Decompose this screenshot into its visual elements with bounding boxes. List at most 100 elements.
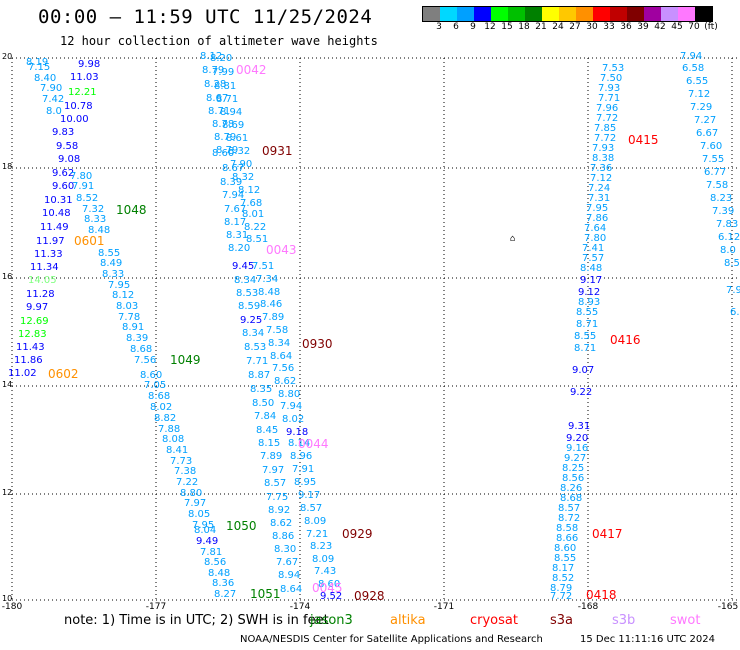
wave-height-value: 8.82 [154,413,177,424]
x-tick-label: -174 [289,602,311,612]
pass-time-label: 0928 [354,589,385,603]
color-scale-bar [422,6,713,22]
wave-height-value: 9.97 [26,302,49,313]
wave-height-value: 7.89 [260,451,283,462]
wave-height-value: 7.31 [588,193,611,204]
color-scale-tick: 24 [552,22,564,32]
wave-height-value: 8.48 [258,287,281,298]
wave-height-value: 6.77 [704,167,727,178]
wave-height-value: 8.53 [244,342,267,353]
wave-height-value: 7.95 [108,280,131,291]
wave-height-value: 8.68 [560,493,583,504]
wave-height-value: 8.34 [268,338,291,349]
wave-height-value: 8.50 [252,398,275,409]
wave-height-value: 7.39 [712,206,735,217]
wave-height-value: 8.23 [310,541,333,552]
wave-height-value: 9.52 [320,591,343,602]
wave-height-value: 8.35 [250,384,273,395]
wave-height-value: 7.51 [252,261,275,272]
wave-height-value: 7.85 [594,123,617,134]
color-scale-tick: 36 [620,22,632,32]
map-plot-area: 8.19 9.98 7.15 11.03 8.40 7.90 12.21 7.42 10.78 8… [8,52,740,603]
color-scale-tick: (ft) [704,22,718,32]
pass-time-label: 0044 [298,437,329,451]
wave-height-value: 8.80 [278,389,301,400]
wave-height-value: 8.33 [84,214,107,225]
wave-height-value: 7.81 [200,547,223,558]
wave-height-value: 8.94 [278,570,301,581]
wave-height-value: 8.49 [100,258,123,269]
wave-height-value: 11.86 [14,355,43,366]
wave-height-value: 9.20 [566,433,589,444]
pass-time-label: 0931 [262,144,293,158]
wave-height-value: 8.96 [290,451,313,462]
wave-height-value: 8.55 [576,307,599,318]
wave-height-value: 7.67 [224,204,247,215]
wave-height-value: 7.84 [254,411,277,422]
wave-height-value: 8.48 [208,568,231,579]
wave-height-value: 11.49 [40,222,69,233]
color-swatch [695,7,712,21]
color-swatch [576,7,593,21]
wave-height-value: 8.62 [274,376,297,387]
wave-height-value: 8.93 [578,297,601,308]
y-tick-label: 12 [2,488,13,497]
wave-height-value: 9.22 [570,387,593,398]
wave-height-value: 8.95 [294,477,317,488]
wave-height-value: 8.68 [148,391,171,402]
color-scale-tick: 39 [637,22,649,32]
wave-height-value: 8.27 [214,589,237,600]
wave-height-value: 8.71 [216,94,239,105]
wave-height-value: 8.20 [228,243,251,254]
wave-height-value: 8.64 [270,351,293,362]
wave-height-value: 7.86 [586,213,609,224]
wave-height-value: 8.5 [724,258,740,269]
wave-height-value: 7.12 [590,173,613,184]
wave-height-value: 7.57 [582,253,605,264]
wave-height-value: 7.95 [192,520,215,531]
wave-height-value: 7.72 [596,113,619,124]
wave-height-value: 9.17 [298,490,321,501]
wave-height-value: 11.34 [30,262,59,273]
wave-height-value: 7.29 [690,102,713,113]
wave-height-value: 8.46 [260,299,283,310]
wave-height-value: 8.41 [166,445,189,456]
wave-height-value: 8.56 [562,473,585,484]
generated-timestamp: 15 Dec 11:11:16 UTC 2024 [580,634,715,645]
color-scale-tick: 12 [484,22,496,32]
wave-height-value: 7.78 [118,312,141,323]
wave-height-value: 7.89 [262,312,285,323]
color-swatch [661,7,678,21]
wave-height-value: 8.57 [300,503,323,514]
wave-height-value: 8.55 [554,553,577,564]
wave-height-value: 10.00 [60,114,89,125]
wave-height-value: 7.97 [262,465,285,476]
wave-height-value: 8.91 [122,322,145,333]
pass-time-label: 1049 [170,353,201,367]
wave-height-value: 8.38 [592,153,615,164]
x-tick-label: -180 [1,602,23,612]
wave-height-value: 8.60 [554,543,577,554]
wave-height-value: 7.71 [246,356,269,367]
wave-height-value: 7.80 [70,171,93,182]
wave-height-value: 9.58 [56,141,79,152]
wave-height-value: 10.78 [64,101,93,112]
wave-height-value: 7.90 [40,83,63,94]
wave-height-value: 12.69 [20,316,49,327]
wave-height-value: 7.58 [266,325,289,336]
wave-height-value: 10.31 [44,195,73,206]
color-scale-tick: 18 [518,22,530,32]
wave-height-value: 8.25 [562,463,585,474]
wave-height-value: 11.97 [36,236,65,247]
wave-height-value: 8.62 [270,518,293,529]
wave-height-value: 8.61 [226,133,249,144]
x-tick-label: -177 [145,602,167,612]
color-scale-tick: 15 [501,22,513,32]
pass-time-label: 0929 [342,527,373,541]
color-scale-tick: 30 [586,22,598,32]
color-scale-tick: 27 [569,22,581,32]
pass-time-label: 0417 [592,527,623,541]
pass-time-label: 0930 [302,337,333,351]
wave-height-value: 8.12 [200,51,223,62]
wave-height-value: 8.32 [232,172,255,183]
